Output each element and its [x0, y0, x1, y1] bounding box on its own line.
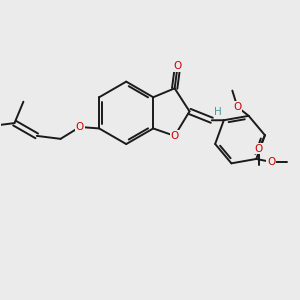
Text: O: O — [255, 144, 263, 154]
Text: O: O — [233, 102, 242, 112]
Text: O: O — [267, 157, 275, 167]
Text: H: H — [214, 107, 222, 117]
Text: O: O — [170, 131, 179, 141]
Text: O: O — [173, 61, 182, 71]
Text: O: O — [76, 122, 84, 132]
